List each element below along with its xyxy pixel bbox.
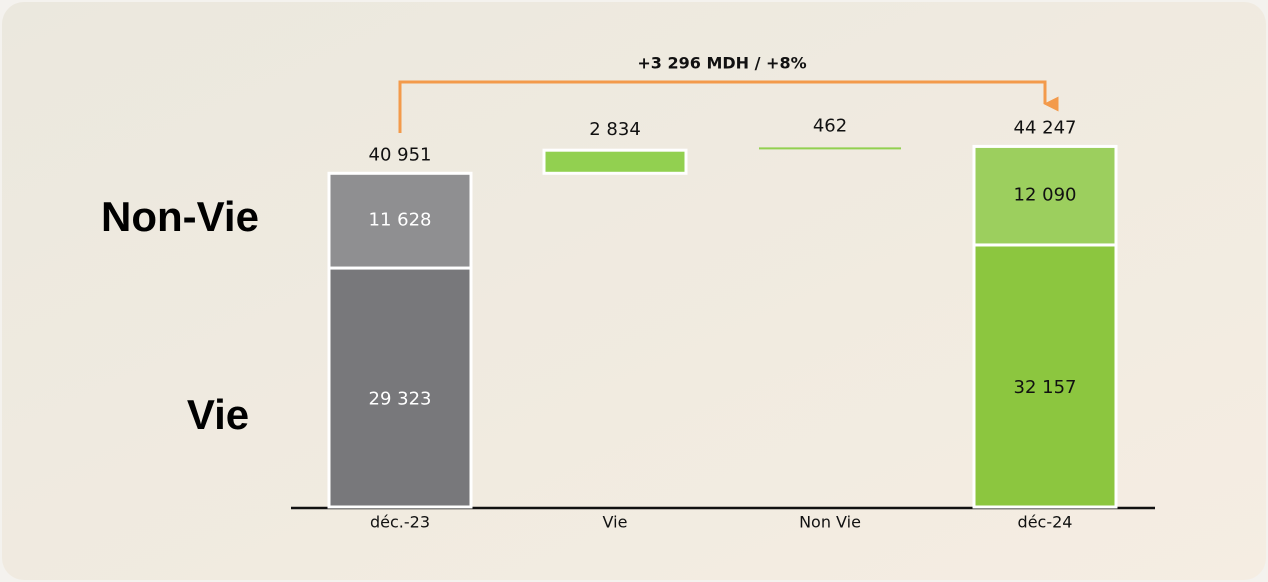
delta-label: 462 <box>813 115 847 136</box>
x-tick-label: Non Vie <box>799 513 861 532</box>
total-label: 40 951 <box>369 144 432 165</box>
segment-label: 12 090 <box>1014 185 1077 206</box>
total-label: 44 247 <box>1014 117 1077 138</box>
stack-bar <box>972 243 1118 509</box>
change-arrow <box>398 80 1059 133</box>
x-tick-label: Vie <box>603 513 628 532</box>
row-label: Vie <box>187 391 249 438</box>
row-label: Non-Vie <box>101 193 259 240</box>
segment-label: 29 323 <box>369 389 432 410</box>
stack-bar <box>972 144 1118 247</box>
delta-label: 2 834 <box>589 119 641 140</box>
delta-bar <box>542 148 688 175</box>
stack-bar <box>327 171 473 270</box>
segment-label: 11 628 <box>369 210 432 231</box>
x-tick-label: déc.-23 <box>370 513 430 532</box>
stack-bar <box>327 266 473 509</box>
x-tick-label: déc-24 <box>1018 513 1073 532</box>
segment-label: 32 157 <box>1014 377 1077 398</box>
annotation: +3 296 MDH / +8% <box>637 54 806 73</box>
